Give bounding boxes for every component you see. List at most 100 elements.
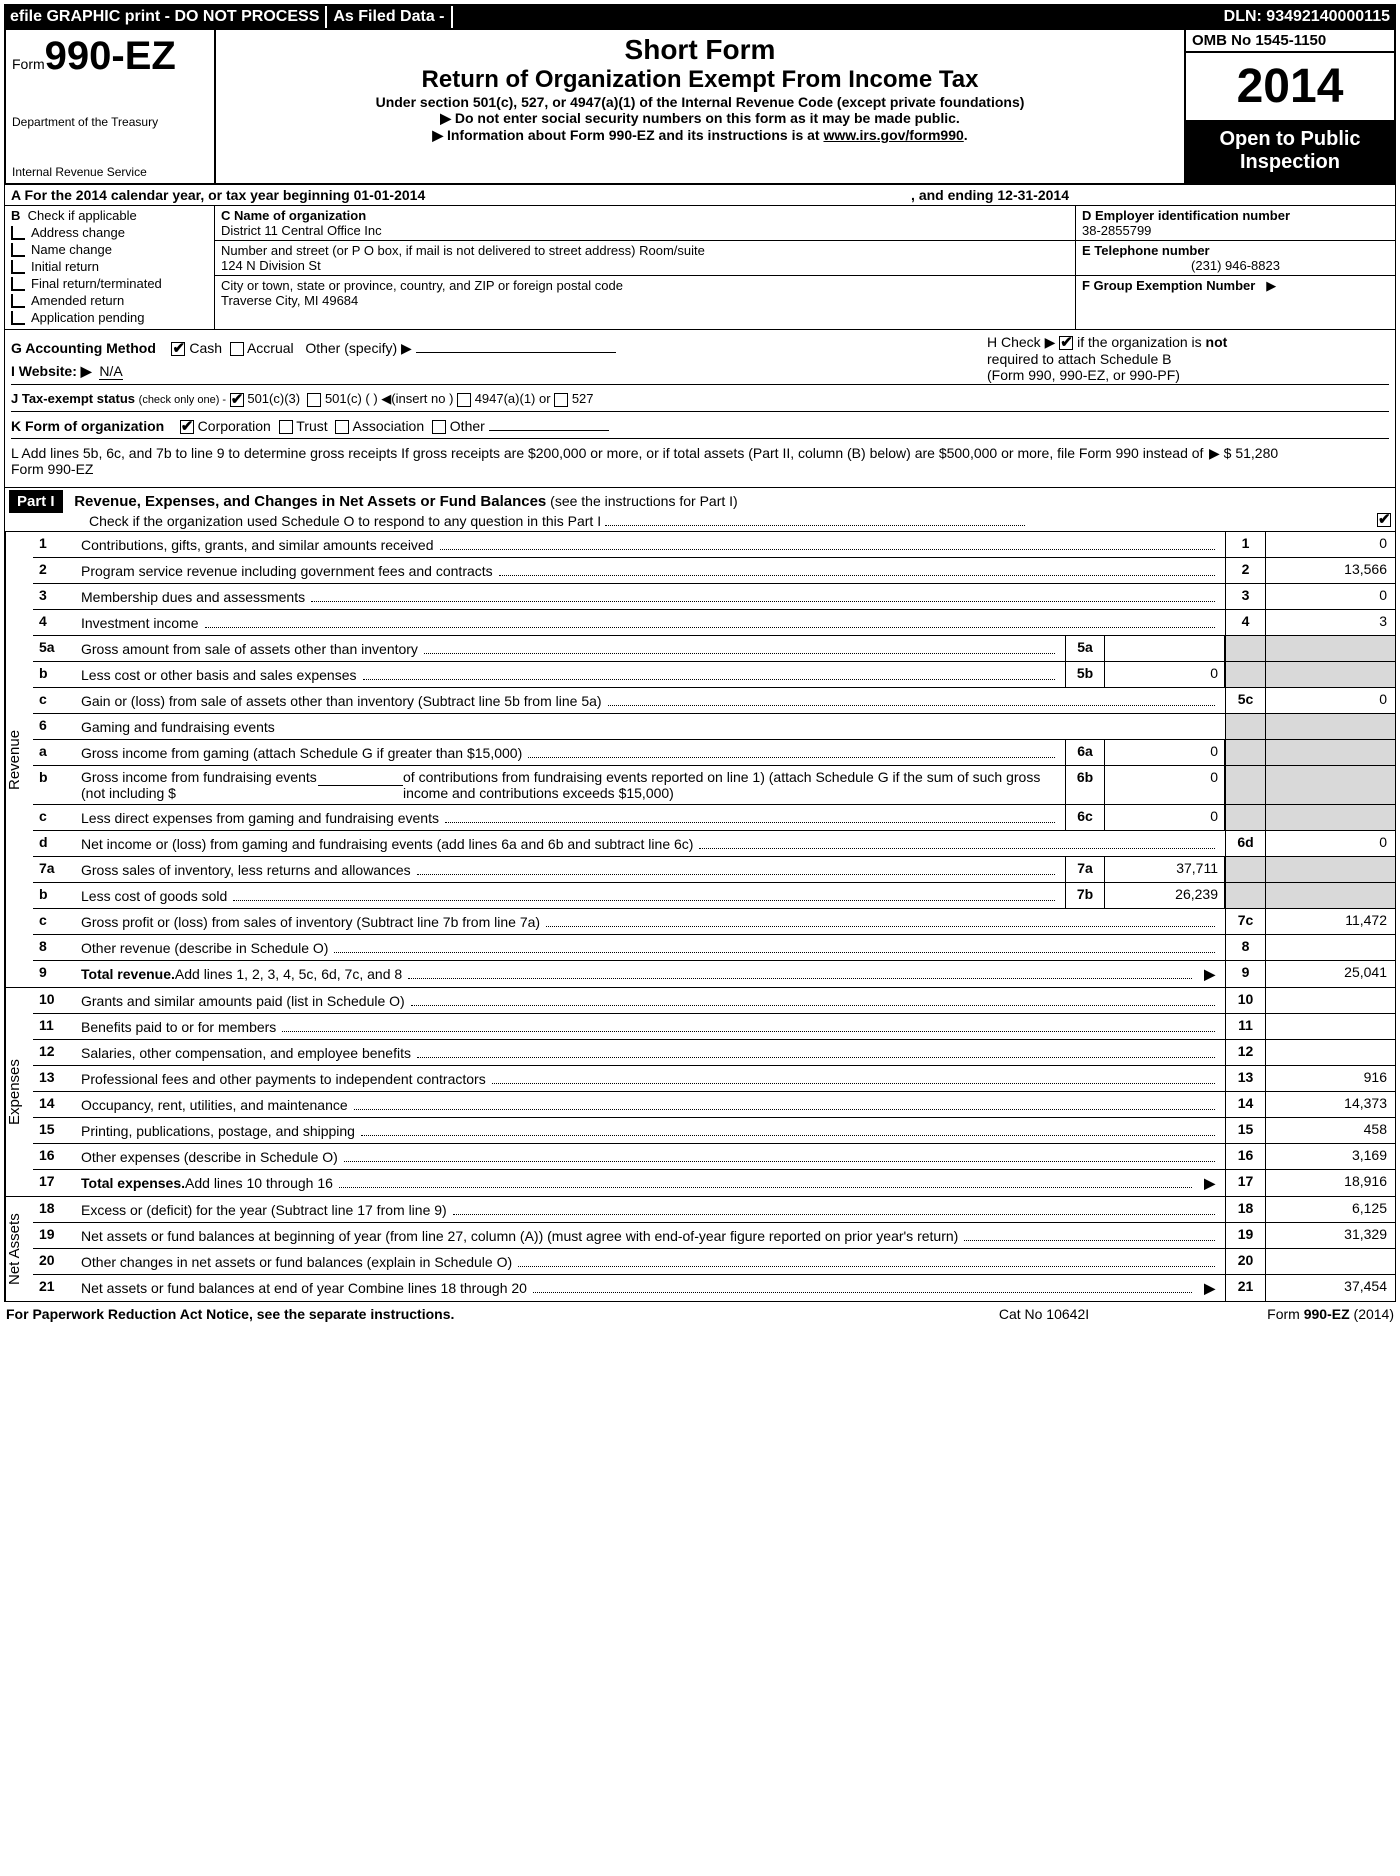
sub-val: 0	[1105, 740, 1225, 765]
asfiled-label: As Filed Data -	[327, 6, 452, 28]
lbl-other-org: Other	[450, 418, 485, 434]
line-desc: Net income or (loss) from gaming and fun…	[77, 831, 1225, 856]
footer-right-form: 990-EZ	[1304, 1306, 1350, 1322]
sub-val: 0	[1105, 805, 1225, 830]
form-line-6: 6Gaming and fundraising events	[33, 714, 1395, 740]
form-line-1: 1Contributions, gifts, grants, and simil…	[33, 532, 1395, 558]
grey-num	[1225, 714, 1265, 739]
right-val: 25,041	[1265, 961, 1395, 987]
form-line-c: cGross profit or (loss) from sales of in…	[33, 909, 1395, 935]
h-mid: if the organization is	[1077, 334, 1202, 350]
form-header: Form990-EZ Department of the Treasury In…	[4, 30, 1396, 185]
sub-num: 7a	[1065, 857, 1105, 882]
right-val: 14,373	[1265, 1092, 1395, 1117]
line-desc: Other revenue (describe in Schedule O)	[77, 935, 1225, 960]
other-method-blank	[416, 352, 616, 353]
chk-initial[interactable]	[11, 260, 25, 274]
line-desc: Net assets or fund balances at end of ye…	[77, 1275, 1225, 1301]
form-line-9: 9Total revenue. Add lines 1, 2, 3, 4, 5c…	[33, 961, 1395, 987]
sub-num: 5b	[1065, 662, 1105, 687]
right-val	[1265, 988, 1395, 1013]
f-arrow: ▶	[1266, 278, 1276, 293]
grey-val	[1265, 766, 1395, 804]
chk-cash[interactable]	[171, 342, 185, 356]
netassets-lines: 18Excess or (deficit) for the year (Subt…	[33, 1197, 1395, 1301]
form-line-8: 8Other revenue (describe in Schedule O)8	[33, 935, 1395, 961]
footer-right: Form 990-EZ (2014)	[1174, 1306, 1394, 1322]
part1-check-text: Check if the organization used Schedule …	[89, 513, 601, 529]
line-desc: Excess or (deficit) for the year (Subtra…	[77, 1197, 1225, 1222]
line-num: 4	[33, 610, 77, 635]
chk-address[interactable]	[11, 226, 25, 240]
h-line2: required to attach Schedule B	[987, 351, 1171, 367]
chk-501c3[interactable]	[230, 393, 244, 407]
form-prefix: Form	[12, 56, 45, 72]
line-desc: Gaming and fundraising events	[77, 714, 1225, 739]
grey-num	[1225, 766, 1265, 804]
irs-link[interactable]: www.irs.gov/form990	[823, 127, 963, 143]
phone-value: (231) 946-8823	[1082, 258, 1389, 273]
right-num: 17	[1225, 1170, 1265, 1196]
line-desc: Total expenses. Add lines 10 through 16▶	[77, 1170, 1225, 1196]
chk-amended[interactable]	[11, 294, 25, 308]
line-num: 3	[33, 584, 77, 609]
chk-4947[interactable]	[457, 393, 471, 407]
chk-final[interactable]	[11, 277, 25, 291]
chk-corp[interactable]	[180, 420, 194, 434]
form-line-2: 2Program service revenue including gover…	[33, 558, 1395, 584]
f-label: F Group Exemption Number	[1082, 278, 1255, 293]
footer-row: For Paperwork Reduction Act Notice, see …	[4, 1302, 1396, 1326]
sub-val: 0	[1105, 766, 1225, 804]
chk-501c[interactable]	[307, 393, 321, 407]
line-num: c	[33, 805, 77, 830]
grey-num	[1225, 662, 1265, 687]
chk-assoc[interactable]	[335, 420, 349, 434]
dept-line1: Department of the Treasury	[12, 115, 208, 129]
lbl-address-change: Address change	[31, 225, 125, 240]
right-val: 18,916	[1265, 1170, 1395, 1196]
form-line-20: 20Other changes in net assets or fund ba…	[33, 1249, 1395, 1275]
l-text: L Add lines 5b, 6c, and 7b to line 9 to …	[11, 445, 1209, 477]
chk-other-org[interactable]	[432, 420, 446, 434]
chk-h[interactable]	[1059, 336, 1073, 350]
dln-label: DLN: 93492140000115	[1218, 6, 1396, 28]
top-bar: efile GRAPHIC print - DO NOT PROCESS As …	[4, 4, 1396, 30]
line-num: d	[33, 831, 77, 856]
form-line-17: 17Total expenses. Add lines 10 through 1…	[33, 1170, 1395, 1196]
form-line-12: 12Salaries, other compensation, and empl…	[33, 1040, 1395, 1066]
lbl-name-change: Name change	[31, 242, 112, 257]
right-val: 0	[1265, 688, 1395, 713]
grey-num	[1225, 636, 1265, 661]
sub-val: 37,711	[1105, 857, 1225, 882]
website-value: N/A	[99, 363, 122, 380]
chk-schedule-o[interactable]	[1377, 513, 1391, 527]
line-num: a	[33, 740, 77, 765]
chk-pending[interactable]	[11, 311, 25, 325]
chk-accrual[interactable]	[230, 342, 244, 356]
right-box: OMB No 1545-1150 2014 Open to Public Ins…	[1184, 30, 1394, 183]
grey-val	[1265, 805, 1395, 830]
tax-year: 2014	[1186, 53, 1394, 122]
line-desc: Gross income from gaming (attach Schedul…	[77, 740, 1065, 765]
line-num: b	[33, 766, 77, 804]
form-line-19: 19Net assets or fund balances at beginni…	[33, 1223, 1395, 1249]
form-line-18: 18Excess or (deficit) for the year (Subt…	[33, 1197, 1395, 1223]
form-number: 990-EZ	[45, 34, 176, 78]
lbl-527: 527	[572, 391, 594, 406]
h-pre: H Check ▶	[987, 334, 1055, 350]
right-val: 916	[1265, 1066, 1395, 1091]
right-val: 458	[1265, 1118, 1395, 1143]
org-city: Traverse City, MI 49684	[221, 293, 358, 308]
chk-name[interactable]	[11, 243, 25, 257]
line-desc: Other changes in net assets or fund bala…	[77, 1249, 1225, 1274]
subtitle-1: Under section 501(c), 527, or 4947(a)(1)…	[224, 94, 1176, 110]
line-num: b	[33, 662, 77, 687]
open-inspection: Open to Public Inspection	[1186, 122, 1394, 183]
chk-527[interactable]	[554, 393, 568, 407]
form-line-21: 21Net assets or fund balances at end of …	[33, 1275, 1395, 1301]
row-a-right: , and ending 12-31-2014	[911, 187, 1069, 203]
efile-label: efile GRAPHIC print - DO NOT PROCESS	[4, 6, 327, 28]
revenue-section: Revenue 1Contributions, gifts, grants, a…	[4, 532, 1396, 988]
line-desc: Gross income from fundraising events (no…	[77, 766, 1065, 804]
chk-trust[interactable]	[279, 420, 293, 434]
